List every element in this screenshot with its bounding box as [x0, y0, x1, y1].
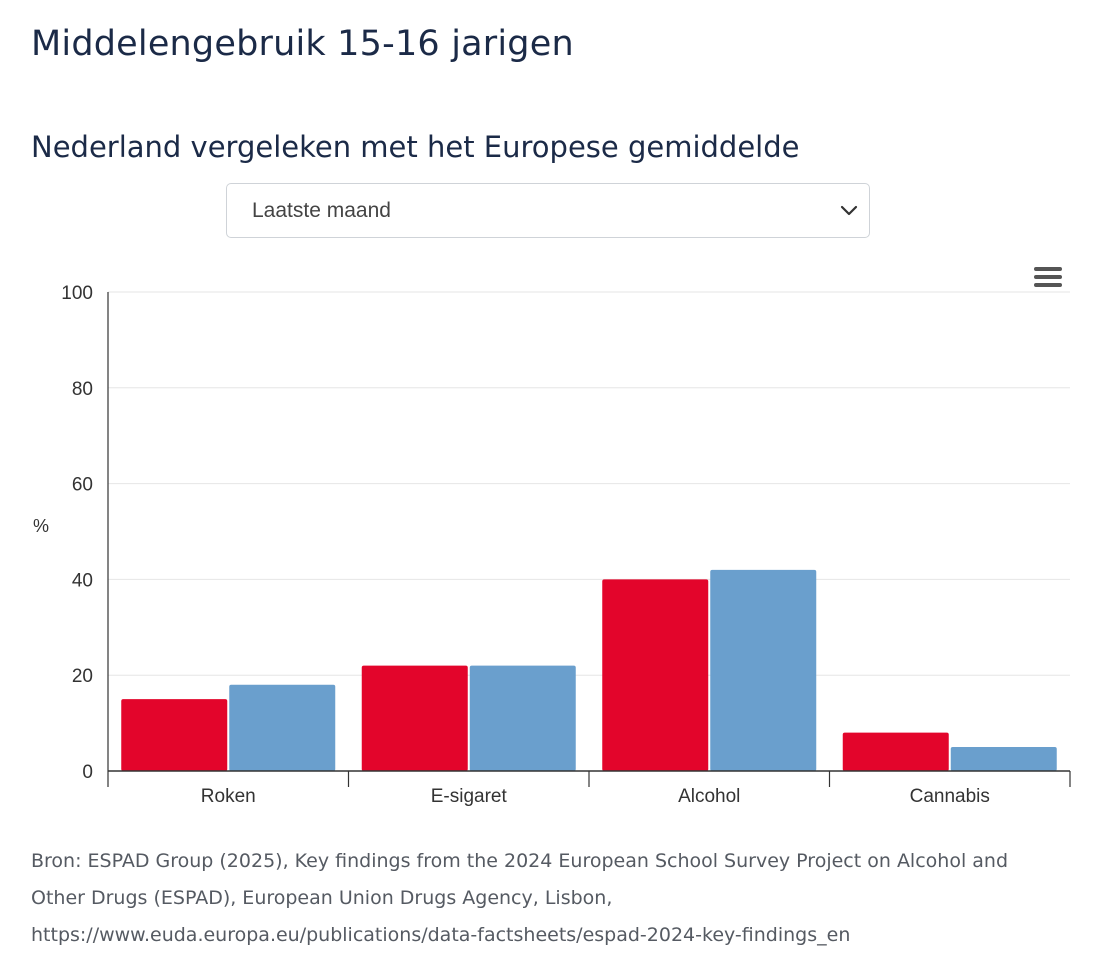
- bar-alcohol-series-1: [602, 579, 709, 771]
- gridlines: [108, 291, 1070, 676]
- source-note: Bron: ESPAD Group (2025), Key findings f…: [31, 843, 1071, 954]
- bar-cannabis-series-1: [842, 732, 949, 771]
- x-tick-label: Roken: [201, 786, 256, 807]
- bar-roken-series-1: [121, 699, 228, 771]
- x-tick-label: E-sigaret: [431, 786, 508, 807]
- y-axis-title: %: [33, 516, 49, 536]
- source-line-3: https://www.euda.europa.eu/publications/…: [31, 924, 851, 946]
- y-tick-label: 60: [72, 475, 93, 496]
- chevron-down-icon: [840, 205, 858, 216]
- bar-alcohol-series-2: [710, 569, 817, 771]
- x-tick-label: Alcohol: [678, 786, 740, 807]
- x-tick-label: Cannabis: [910, 786, 990, 807]
- bar-e-sigaret-series-1: [361, 665, 468, 771]
- bar-cannabis-series-2: [950, 747, 1057, 771]
- period-select[interactable]: Laatste maand: [226, 183, 870, 238]
- y-tick-label: 0: [82, 762, 93, 783]
- hamburger-menu-icon: [1034, 267, 1062, 271]
- source-line-2: Other Drugs (ESPAD), European Union Drug…: [31, 887, 613, 909]
- page-title: Middelengebruik 15-16 jarigen: [31, 24, 574, 64]
- bar-chart: 0 20 40 60 80 100 Roken E-sigaret Alcohol Cannabi…: [33, 283, 1071, 807]
- period-select-value: Laatste maand: [252, 199, 391, 222]
- y-tick-label: 40: [72, 570, 93, 591]
- chart-title: Nederland vergeleken met het Europese ge…: [31, 130, 800, 164]
- bar-roken-series-2: [229, 684, 336, 771]
- axes: 0 20 40 60 80 100 Roken E-sigaret Alcohol Cannabi…: [61, 283, 1071, 807]
- y-tick-label: 20: [72, 666, 93, 687]
- source-line-1: Bron: ESPAD Group (2025), Key findings f…: [31, 850, 1009, 872]
- bar-e-sigaret-series-2: [469, 665, 576, 771]
- y-tick-label: 80: [72, 379, 93, 400]
- chart-menu-button[interactable]: [1026, 258, 1070, 296]
- bars: [121, 569, 1057, 771]
- y-tick-label: 100: [61, 283, 93, 304]
